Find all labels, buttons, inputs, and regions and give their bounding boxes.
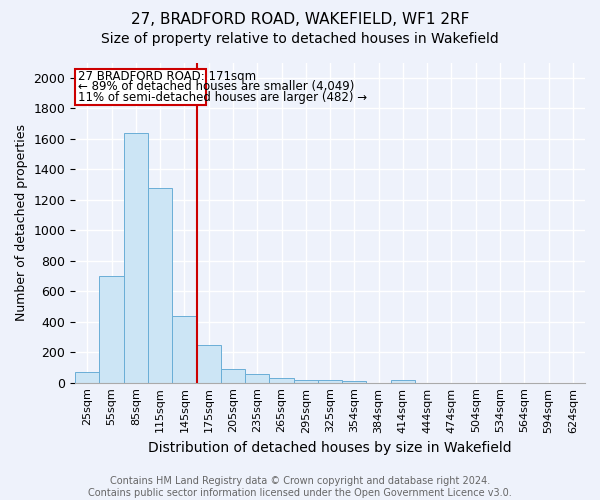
Text: ← 89% of detached houses are smaller (4,049): ← 89% of detached houses are smaller (4,…	[78, 80, 355, 94]
Bar	[245, 374, 269, 382]
Text: 27 BRADFORD ROAD: 171sqm: 27 BRADFORD ROAD: 171sqm	[78, 70, 256, 83]
Bar	[221, 369, 245, 382]
Text: 11% of semi-detached houses are larger (482) →: 11% of semi-detached houses are larger (…	[78, 90, 367, 104]
Y-axis label: Number of detached properties: Number of detached properties	[15, 124, 28, 321]
Bar	[197, 344, 221, 383]
Bar	[269, 378, 293, 382]
Text: Size of property relative to detached houses in Wakefield: Size of property relative to detached ho…	[101, 32, 499, 46]
Bar	[124, 132, 148, 382]
Bar	[318, 380, 342, 382]
X-axis label: Distribution of detached houses by size in Wakefield: Distribution of detached houses by size …	[148, 441, 512, 455]
FancyBboxPatch shape	[75, 68, 206, 105]
Text: 27, BRADFORD ROAD, WAKEFIELD, WF1 2RF: 27, BRADFORD ROAD, WAKEFIELD, WF1 2RF	[131, 12, 469, 28]
Text: Contains HM Land Registry data © Crown copyright and database right 2024.
Contai: Contains HM Land Registry data © Crown c…	[88, 476, 512, 498]
Bar	[172, 316, 197, 382]
Bar	[391, 380, 415, 382]
Bar	[148, 188, 172, 382]
Bar	[100, 276, 124, 382]
Bar	[293, 380, 318, 382]
Bar	[342, 381, 367, 382]
Bar	[75, 372, 100, 382]
